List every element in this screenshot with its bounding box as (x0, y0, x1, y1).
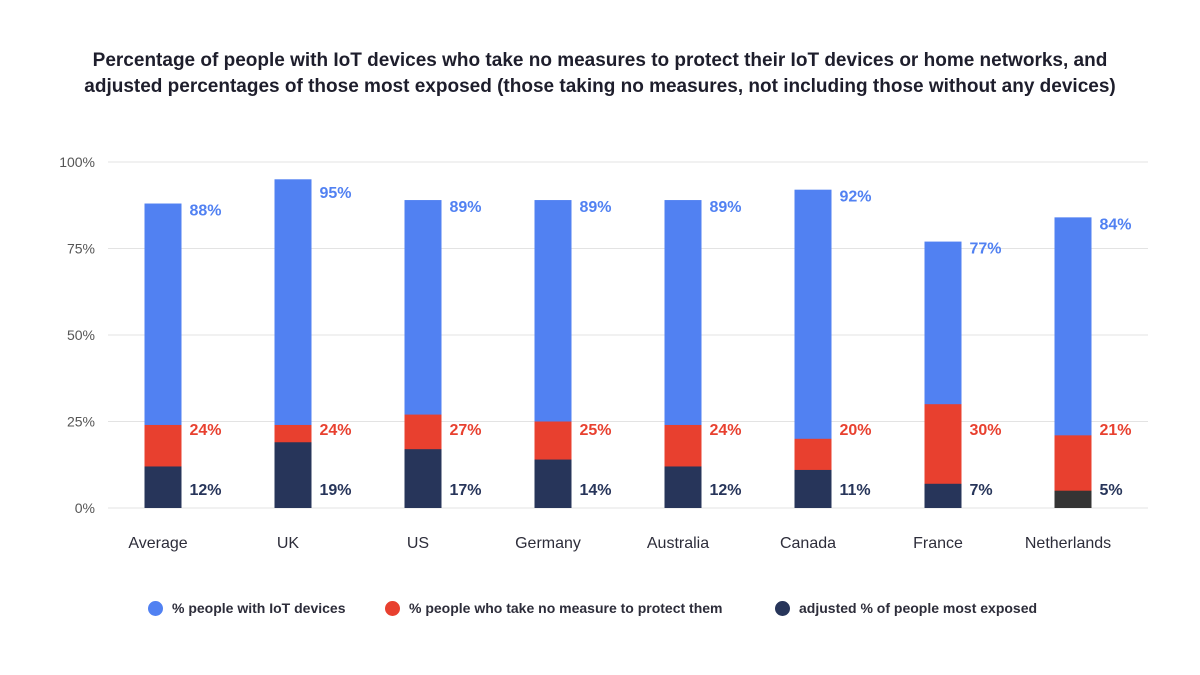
legend-item-iot-devices: % people with IoT devices (148, 600, 345, 616)
data-label-no-measures: 24% (190, 422, 222, 439)
data-label-most-exposed: 19% (320, 482, 352, 499)
legend-label-iot-devices: % people with IoT devices (172, 600, 346, 616)
data-label-iot-devices: 84% (1100, 216, 1132, 233)
data-label-no-measures: 20% (840, 422, 872, 439)
legend-dot-red (385, 600, 400, 616)
y-tick-label: 75% (67, 241, 95, 257)
bar-most-exposed (664, 466, 702, 508)
chart-title-line-1: Percentage of people with IoT devices wh… (92, 50, 1108, 71)
legend-item-no-measures: % people who take no measure to protect … (385, 600, 723, 616)
x-category-label: Netherlands (1025, 535, 1111, 552)
legend-dot-navy (775, 600, 790, 616)
data-label-most-exposed: 7% (970, 482, 993, 499)
data-label-no-measures: 21% (1100, 422, 1132, 439)
data-label-most-exposed: 17% (450, 482, 482, 499)
legend-item-most-exposed: adjusted % of people most exposed (775, 600, 1037, 616)
data-label-no-measures: 25% (580, 422, 612, 439)
x-category-label: UK (277, 535, 300, 552)
data-label-iot-devices: 89% (450, 199, 482, 216)
data-label-iot-devices: 77% (970, 241, 1002, 258)
legend-label-no-measures: % people who take no measure to protect … (409, 600, 723, 616)
bar-most-exposed (924, 483, 962, 508)
data-label-iot-devices: 89% (710, 199, 742, 216)
x-category-label: Canada (780, 535, 836, 552)
y-tick-label: 50% (67, 327, 95, 343)
data-label-iot-devices: 95% (320, 185, 352, 202)
legend-label-most-exposed: adjusted % of people most exposed (799, 600, 1038, 616)
data-label-most-exposed: 11% (840, 482, 871, 499)
bar-most-exposed (794, 469, 832, 508)
bar-most-exposed (274, 442, 312, 508)
bar-most-exposed (144, 466, 182, 508)
chart-title-line-2: adjusted percentages of those most expos… (84, 76, 1116, 97)
data-label-no-measures: 24% (320, 422, 352, 439)
chart-title: Percentage of people with IoT devices wh… (40, 48, 1160, 100)
legend: % people with IoT devices % people who t… (0, 600, 1200, 626)
data-label-most-exposed: 12% (190, 482, 222, 499)
data-label-most-exposed: 5% (1100, 482, 1123, 499)
x-category-label: Australia (647, 535, 709, 552)
y-tick-label: 25% (67, 414, 95, 430)
data-label-no-measures: 30% (970, 422, 1002, 439)
data-label-iot-devices: 88% (190, 203, 222, 220)
x-category-label: France (913, 535, 963, 552)
x-category-label: Average (128, 535, 187, 552)
bar-most-exposed (404, 449, 442, 508)
data-label-no-measures: 24% (710, 422, 742, 439)
data-label-most-exposed: 14% (580, 482, 612, 499)
bar-most-exposed (534, 459, 572, 508)
legend-dot-blue (148, 600, 163, 616)
x-category-label: Germany (515, 535, 581, 552)
data-label-no-measures: 27% (450, 422, 482, 439)
x-category-label: US (407, 535, 429, 552)
y-tick-label: 0% (75, 500, 95, 516)
data-label-iot-devices: 92% (840, 189, 872, 206)
data-label-iot-devices: 89% (580, 199, 612, 216)
data-label-most-exposed: 12% (710, 482, 742, 499)
y-tick-label: 100% (59, 154, 95, 170)
bar-most-exposed (1054, 490, 1092, 508)
